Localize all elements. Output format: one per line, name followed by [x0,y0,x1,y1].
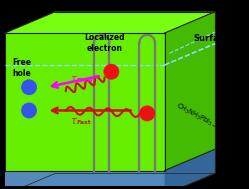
Point [145,112,149,115]
Text: CH$_3$NH$_3$PbI$_{3-x}$Cl$_x$ film: CH$_3$NH$_3$PbI$_{3-x}$Cl$_x$ film [174,101,243,145]
Polygon shape [165,149,215,189]
Text: Surface: Surface [193,34,229,43]
Text: Localized
electron: Localized electron [84,33,125,53]
Text: $\tau$: $\tau$ [70,74,78,84]
Text: Fast: Fast [76,120,91,125]
Point [27,86,31,89]
Polygon shape [5,33,165,170]
Point [27,109,31,112]
Polygon shape [165,12,215,170]
Text: Free
hole: Free hole [12,58,31,78]
Polygon shape [5,170,165,189]
Polygon shape [5,12,215,33]
Polygon shape [5,149,215,170]
Text: $\tau$: $\tau$ [70,116,78,126]
Text: Slow: Slow [76,78,93,83]
Point [109,70,113,73]
